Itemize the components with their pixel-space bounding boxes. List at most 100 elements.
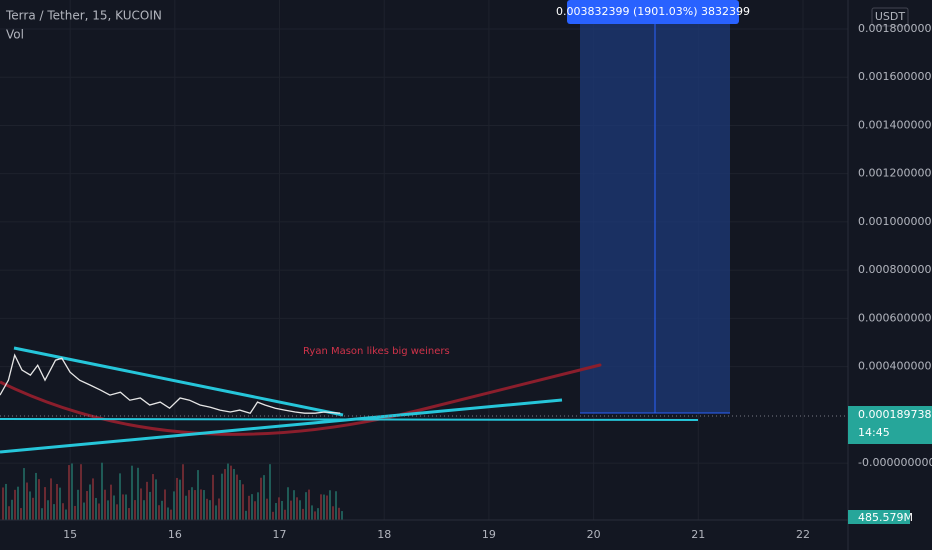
volume-bar [221, 473, 223, 520]
volume-bar [122, 494, 124, 520]
volume-bar [71, 463, 73, 520]
volume-bar [284, 509, 286, 520]
y-tick-label: 0.000600000 [858, 311, 931, 324]
volume-bar [140, 488, 142, 520]
volume-bar [101, 462, 103, 520]
volume-bar [155, 479, 157, 520]
currency-box [871, 7, 909, 27]
volume-bar [263, 475, 265, 520]
last-price: 0.000189738 [858, 408, 931, 421]
volume-bars [2, 462, 343, 520]
volume-bar [248, 495, 250, 520]
volume-bar [86, 491, 88, 520]
volume-bar [290, 500, 292, 520]
volume-bar [236, 474, 238, 520]
volume-bar [320, 494, 322, 520]
volume-bar [206, 498, 208, 520]
volume-bar [152, 474, 154, 520]
volume-bar [317, 508, 319, 520]
volume-bar [227, 463, 229, 520]
volume-bar [173, 491, 175, 520]
x-tick-label: 22 [796, 528, 810, 541]
volume-bar [209, 500, 211, 520]
volume-bar [272, 511, 274, 520]
title: Terra / Tether, 15, KUCOIN [5, 9, 162, 23]
price-line-series [0, 353, 341, 414]
x-tick-label: 20 [587, 528, 601, 541]
countdown: 14:45 [858, 426, 890, 439]
volume-bar [38, 479, 40, 520]
price-axis [848, 0, 932, 550]
volume-bar [245, 510, 247, 520]
volume-bar [197, 470, 199, 520]
volume-bar [107, 500, 109, 520]
trend-line [0, 398, 563, 454]
volume-bar [329, 490, 331, 520]
volume-bar [266, 498, 268, 520]
volume-bar [257, 492, 259, 520]
volume-bar [179, 479, 181, 520]
horizontal-line [0, 418, 699, 421]
volume-bar [113, 495, 115, 520]
x-tick-label: 18 [377, 528, 391, 541]
volume-bar [47, 500, 49, 520]
volume-bar [80, 464, 82, 520]
volume-bar [23, 468, 25, 520]
volume-bar [53, 504, 55, 520]
volume-bar [14, 489, 16, 520]
y-tick-label: -0.000000000 [858, 456, 932, 469]
volume-bar [293, 490, 295, 520]
volume-bar [188, 490, 190, 520]
volume-bar [119, 473, 121, 520]
volume-bar [278, 497, 280, 520]
volume-bar [194, 490, 196, 520]
annotation: Ryan Mason likes big weiners [303, 346, 450, 357]
grid [0, 0, 848, 520]
volume-bar [299, 500, 301, 520]
volume-bar [296, 497, 298, 520]
volume-bar [203, 490, 205, 520]
volume-bar [41, 508, 43, 520]
volume-bar [116, 504, 118, 520]
x-tick-label: 16 [168, 528, 182, 541]
volume-bar [68, 465, 70, 520]
volume-bar [242, 484, 244, 520]
volume-bar [338, 507, 340, 520]
volume-bar [95, 497, 97, 520]
volume-bar [149, 491, 151, 520]
volume-bar [254, 501, 256, 520]
volume-bar [89, 484, 91, 520]
volume-bar [62, 503, 64, 520]
volume-bar [335, 491, 337, 520]
volume-bar [65, 509, 67, 520]
position-label: 0.003832399 (1901.03%) 3832399 [556, 5, 750, 18]
volume-bar [287, 487, 289, 520]
volume-bar [224, 469, 226, 520]
subtitle: Vol [6, 28, 24, 42]
volume-bar [260, 477, 262, 520]
volume-bar [275, 503, 277, 520]
volume-bar [170, 509, 172, 520]
trend-line [13, 346, 344, 417]
volume-bar [98, 503, 100, 520]
volume-bar [302, 508, 304, 520]
volume-bar [164, 489, 166, 520]
volume-bar [77, 489, 79, 520]
volume-bar [44, 487, 46, 520]
volume-bar [161, 500, 163, 520]
position-label-bg [567, 0, 739, 24]
volume-bar [110, 484, 112, 520]
volume-bar [230, 465, 232, 520]
volume-bar [341, 511, 343, 520]
volume-bar [143, 500, 145, 520]
volume-bar [17, 486, 19, 520]
y-tick-label: 0.000800000 [858, 263, 931, 276]
volume-bar [200, 489, 202, 520]
volume-label: 485.579M [858, 511, 913, 524]
currency: USDT [875, 10, 906, 23]
volume-bar [5, 483, 7, 520]
volume-bar [233, 468, 235, 520]
